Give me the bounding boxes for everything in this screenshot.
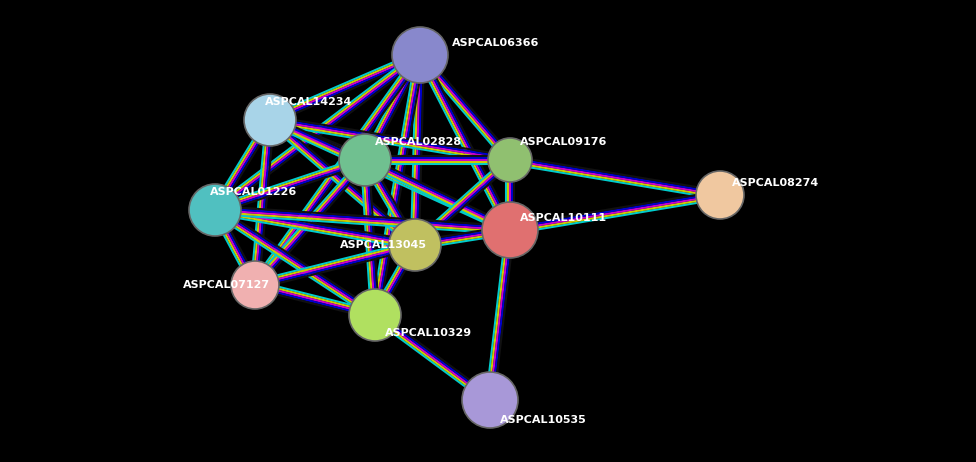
Text: ASPCAL13045: ASPCAL13045 (340, 240, 427, 250)
Text: ASPCAL10329: ASPCAL10329 (385, 328, 472, 338)
Circle shape (462, 372, 518, 428)
Circle shape (189, 184, 241, 236)
Text: ASPCAL08274: ASPCAL08274 (732, 178, 819, 188)
Circle shape (231, 261, 279, 309)
Circle shape (244, 94, 296, 146)
Text: ASPCAL14234: ASPCAL14234 (265, 97, 352, 107)
Circle shape (339, 134, 391, 186)
Text: ASPCAL09176: ASPCAL09176 (520, 137, 607, 147)
Circle shape (696, 171, 744, 219)
Text: ASPCAL10111: ASPCAL10111 (520, 213, 607, 223)
Text: ASPCAL06366: ASPCAL06366 (452, 38, 540, 48)
Circle shape (349, 289, 401, 341)
Text: ASPCAL01226: ASPCAL01226 (210, 187, 298, 197)
Circle shape (392, 27, 448, 83)
Circle shape (482, 202, 538, 258)
Text: ASPCAL07127: ASPCAL07127 (183, 280, 270, 290)
Circle shape (389, 219, 441, 271)
Text: ASPCAL10535: ASPCAL10535 (500, 415, 587, 425)
Text: ASPCAL02828: ASPCAL02828 (375, 137, 462, 147)
Circle shape (488, 138, 532, 182)
